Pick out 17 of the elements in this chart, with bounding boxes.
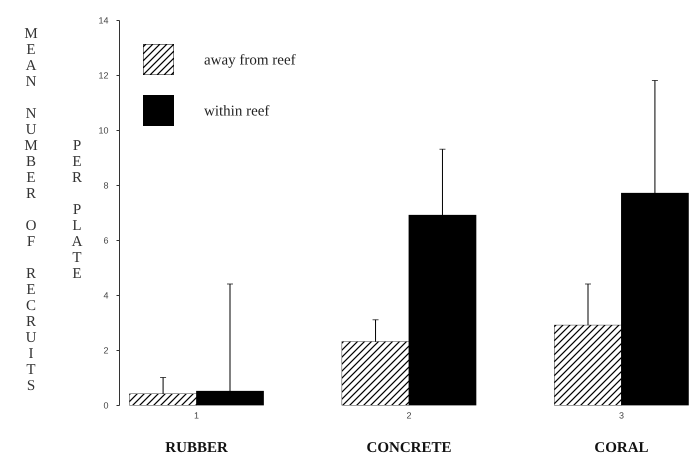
y-tick-label: 8 [103, 180, 108, 190]
text: CONCRETE [366, 440, 452, 456]
x-tick-label: 3 [618, 410, 624, 420]
text: RUBBER [165, 440, 228, 456]
y-tick-label: 4 [103, 290, 108, 300]
x-tick-label: 1 [194, 410, 200, 420]
y-tick-label: 2 [103, 346, 108, 356]
y-tick-label: 10 [98, 126, 108, 136]
legend-label: away from reef [204, 52, 296, 68]
text: MEAN NUMBER OF RECRUITS PER PLATE [23, 26, 85, 394]
y-tick-label: 6 [103, 236, 108, 246]
x-tick-label: 2 [406, 410, 412, 420]
text: CORAL [594, 440, 649, 456]
y-tick-label: 14 [98, 16, 108, 26]
legend-label: within reef [204, 104, 270, 120]
y-tick-label: 12 [98, 70, 108, 80]
y-tick-label: 0 [103, 400, 108, 410]
